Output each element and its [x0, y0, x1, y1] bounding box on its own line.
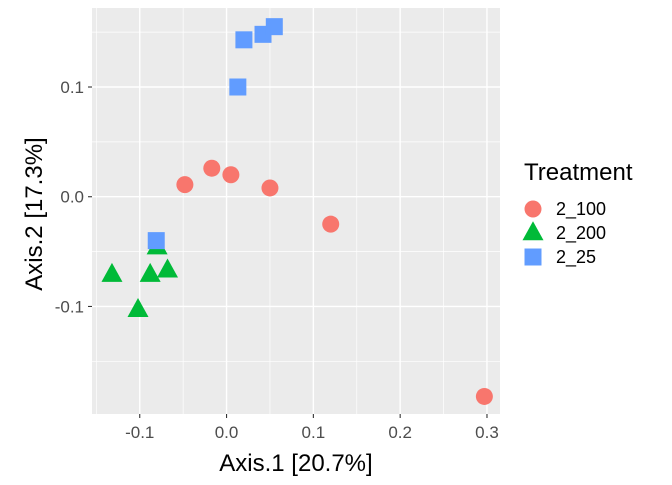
data-point — [261, 179, 279, 197]
y-tick-label: 0.0 — [60, 188, 84, 207]
legend-label: 2_100 — [556, 199, 606, 220]
legend-key — [522, 221, 544, 241]
y-tick-label: 0.1 — [60, 78, 84, 97]
x-tick-label: 0.2 — [388, 423, 412, 442]
x-tick-label: 0.1 — [302, 423, 326, 442]
grid-lines — [92, 8, 500, 414]
data-point — [203, 159, 221, 177]
legend-title: Treatment — [524, 159, 633, 186]
legend-key — [524, 248, 542, 266]
data-point — [147, 232, 165, 250]
data-point — [127, 297, 149, 317]
y-axis-title: Axis.2 [17.3%] — [21, 137, 48, 290]
x-tick-label: 0.0 — [215, 423, 239, 442]
legend-label: 2_200 — [556, 223, 606, 244]
data-point — [222, 166, 240, 184]
data-points — [101, 18, 493, 405]
x-tick-label: 0.3 — [475, 423, 499, 442]
data-point — [322, 215, 340, 233]
data-point — [265, 18, 283, 36]
y-tick-label: -0.1 — [55, 297, 84, 316]
data-point — [229, 78, 247, 96]
data-point — [475, 387, 493, 405]
legend-label: 2_25 — [556, 247, 596, 268]
data-point — [176, 176, 194, 194]
data-point — [139, 262, 161, 282]
plot-panel — [92, 8, 500, 414]
legend-key — [524, 200, 542, 218]
data-point — [101, 262, 123, 282]
legend: Treatment 2_100 2_200 2_25 — [522, 159, 633, 268]
x-tick-label: -0.1 — [125, 423, 154, 442]
legend-items: 2_100 2_200 2_25 — [522, 199, 606, 268]
axis-ticks: -0.1 0.0 0.1 0.2 0.3 -0.1 0.0 0.1 — [55, 78, 499, 442]
data-point — [157, 258, 179, 278]
data-point — [235, 31, 253, 49]
x-axis-title: Axis.1 [20.7%] — [219, 450, 372, 477]
